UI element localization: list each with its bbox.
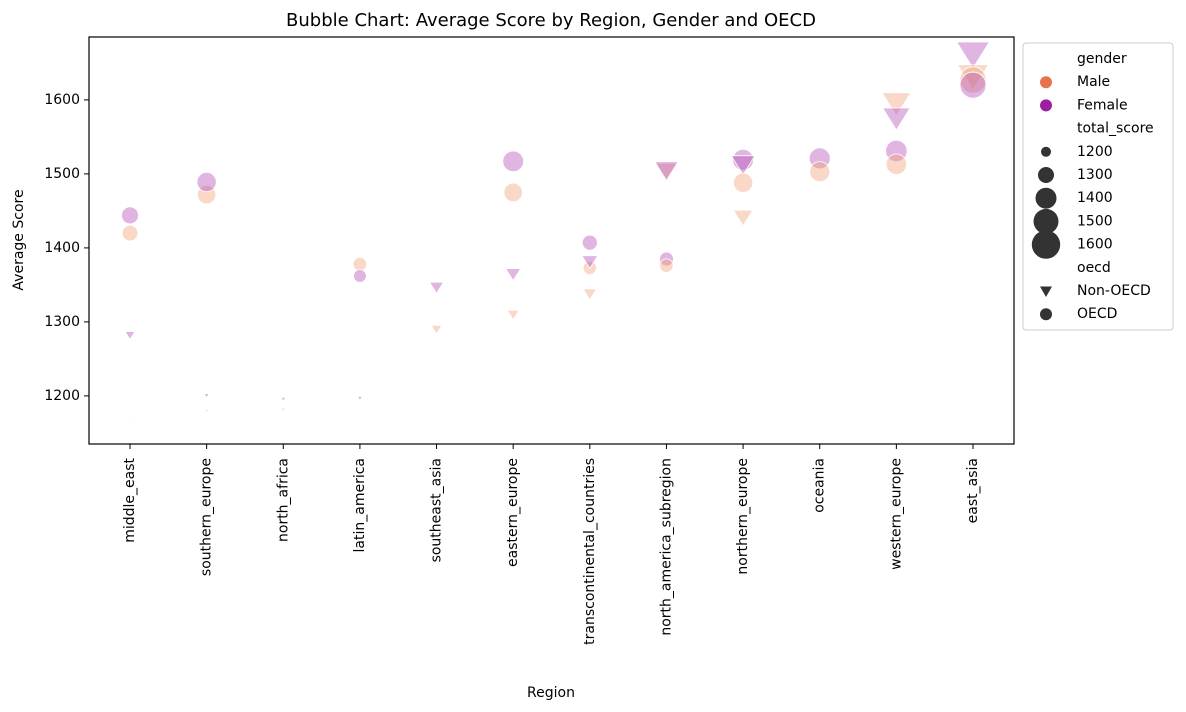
legend-size-marker-1300	[1038, 167, 1054, 183]
point-middle-east-male-oecd	[121, 224, 139, 242]
y-tick-label-1200: 1200	[44, 388, 80, 404]
legend-title-total-score: total_score	[1077, 121, 1154, 137]
legend-box	[1022, 42, 1174, 331]
point-northern-europe-female-non-oecd	[730, 155, 756, 176]
y-tick-label-1600: 1600	[44, 92, 80, 108]
plot-area-frame	[88, 36, 1015, 445]
x-tick-label-eastern-europe: eastern_europe	[505, 458, 521, 567]
point-oceania-male-oecd	[809, 161, 831, 183]
legend-size-marker-1200	[1041, 146, 1051, 157]
point-eastern-europe-female-oecd	[502, 150, 524, 173]
point-southern-europe-male-non-oecd	[203, 409, 210, 414]
point-oceania-female-oecd	[808, 147, 831, 170]
legend-size-marker-1500	[1033, 208, 1059, 234]
point-northern-europe-female-oecd	[732, 148, 754, 171]
point-southeast-asia-female-non-oecd	[428, 281, 445, 295]
legend-size-marker-1400	[1035, 187, 1057, 209]
data-points	[121, 41, 991, 427]
legend-marker-oecd	[1040, 308, 1052, 321]
legend-label-non-oecd: Non-OECD	[1077, 283, 1151, 299]
point-transcontinental-countries-female-oecd	[581, 234, 598, 251]
point-middle-east-male-non-oecd	[127, 422, 133, 427]
legend-label-oecd: OECD	[1077, 306, 1117, 322]
x-tick-label-latin-america: latin_america	[352, 458, 368, 552]
legend-marker-non-oecd	[1040, 286, 1052, 297]
point-eastern-europe-male-oecd	[503, 182, 523, 203]
point-east-asia-female-oecd	[959, 71, 987, 99]
x-tick-label-northern-europe: northern_europe	[735, 458, 751, 575]
point-transcontinental-countries-female-non-oecd	[581, 255, 599, 270]
point-north-africa-female-non-oecd	[280, 396, 287, 403]
point-southeast-asia-male-non-oecd	[430, 325, 443, 335]
y-axis-ticks: 1200 1300 1400 1500 1600	[44, 92, 89, 404]
point-eastern-europe-female-non-oecd	[504, 268, 522, 282]
point-east-asia-female-non-oecd	[955, 41, 991, 69]
legend-label-size-1200: 1200	[1077, 144, 1113, 160]
point-middle-east-female-non-oecd	[124, 331, 136, 341]
point-western-europe-male-non-oecd	[881, 92, 912, 117]
legend-title-oecd: oecd	[1077, 260, 1111, 276]
legend-label-male: Male	[1077, 74, 1110, 90]
point-latin-america-male-non-oecd	[356, 396, 364, 402]
point-north-africa-male-non-oecd	[280, 407, 287, 413]
point-middle-east-female-oecd	[121, 206, 139, 225]
legend-size-marker-1600	[1031, 230, 1061, 259]
y-tick-label-1500: 1500	[44, 166, 80, 182]
x-axis-label: Region	[527, 685, 575, 701]
x-tick-label-southern-europe: southern_europe	[199, 458, 215, 576]
chart-title: Bubble Chart: Average Score by Region, G…	[286, 10, 816, 31]
point-western-europe-female-non-oecd	[881, 107, 911, 131]
x-tick-label-north-america-subregion: north_america_subregion	[658, 458, 674, 636]
point-eastern-europe-male-non-oecd	[506, 309, 520, 321]
point-north-america-subregion-male-oecd	[659, 258, 674, 273]
point-northern-europe-male-non-oecd	[732, 209, 754, 227]
point-latin-america-male-oecd	[352, 256, 368, 272]
x-tick-label-oceania: oceania	[812, 458, 828, 513]
legend-marker-female	[1040, 99, 1052, 112]
legend-label-size-1400: 1400	[1077, 190, 1113, 206]
point-north-america-subregion-male-non-oecd	[654, 162, 679, 183]
point-latin-america-female-oecd	[353, 269, 367, 283]
point-east-asia-male-oecd	[959, 66, 987, 94]
y-tick-label-1400: 1400	[44, 240, 80, 256]
x-tick-label-east-asia: east_asia	[965, 458, 981, 523]
legend-label-size-1600: 1600	[1077, 237, 1113, 253]
legend-marker-male	[1040, 76, 1052, 89]
y-tick-label-1300: 1300	[44, 314, 80, 330]
point-western-europe-female-oecd	[885, 139, 908, 163]
legend-label-female: Female	[1077, 97, 1128, 113]
point-southern-europe-female-non-oecd	[203, 393, 210, 399]
legend: gender Male Female total_score 1200 1300 1400 1…	[1022, 42, 1174, 331]
point-east-asia-male-non-oecd	[956, 64, 990, 91]
point-north-america-subregion-female-non-oecd	[654, 161, 679, 182]
x-tick-label-western-europe: western_europe	[888, 458, 904, 570]
point-southern-europe-female-oecd	[196, 171, 217, 193]
x-tick-label-southeast-asia: southeast_asia	[429, 458, 445, 562]
legend-label-size-1300: 1300	[1077, 167, 1113, 183]
x-tick-label-middle-east: middle_east	[122, 457, 138, 542]
point-western-europe-male-oecd	[885, 153, 908, 175]
legend-title-gender: gender	[1077, 51, 1127, 67]
x-axis-ticks: middle_east southern_europe north_africa la…	[122, 444, 981, 645]
point-southern-europe-male-oecd	[197, 184, 217, 205]
legend-label-size-1500: 1500	[1077, 213, 1113, 229]
point-transcontinental-countries-male-non-oecd	[582, 288, 598, 301]
y-axis-label: Average Score	[11, 189, 27, 290]
x-tick-label-transcontinental-countries: transcontinental_countries	[582, 458, 598, 645]
point-northern-europe-male-oecd	[733, 172, 754, 193]
x-tick-label-north-africa: north_africa	[275, 458, 291, 542]
